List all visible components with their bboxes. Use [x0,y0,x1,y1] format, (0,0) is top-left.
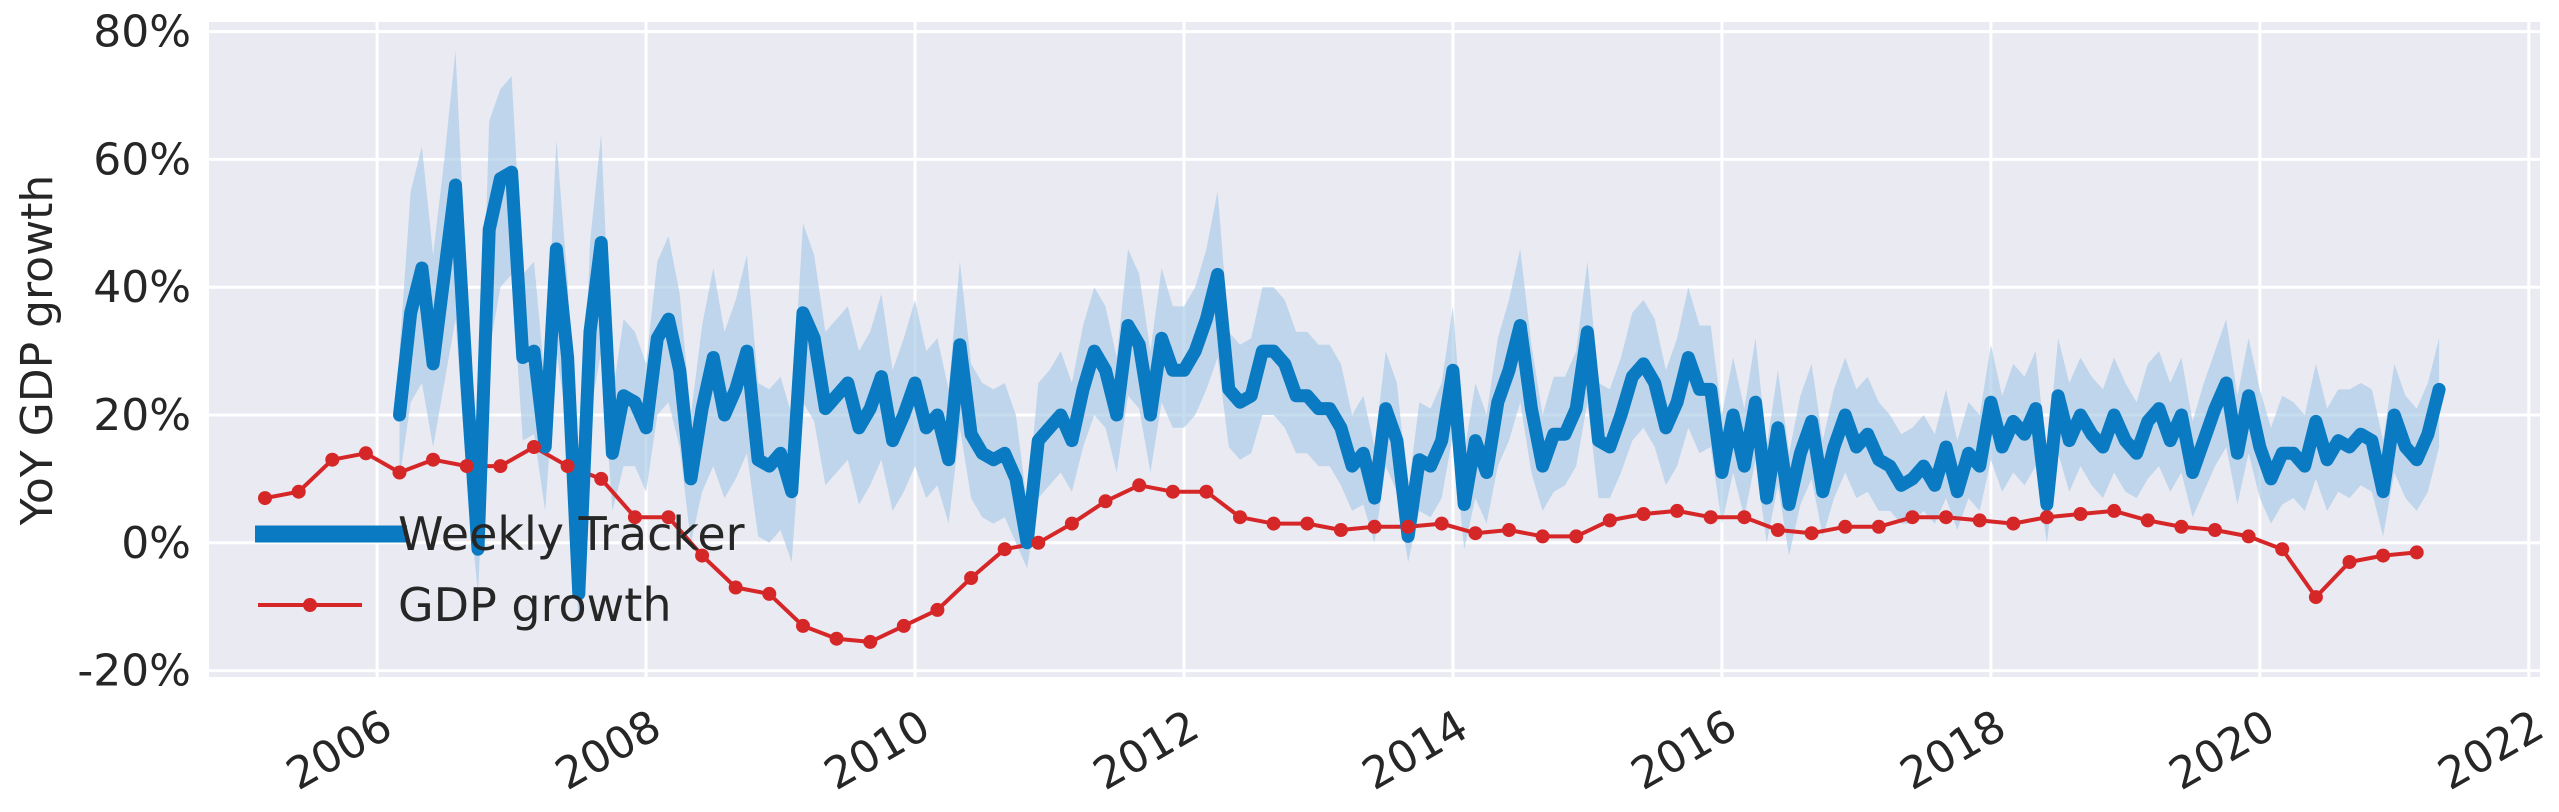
x-tick-label: 2014 [1354,700,1476,800]
gdp-growth-point [1266,516,1281,531]
gdp-growth-point [1132,478,1147,493]
gdp-growth-point [1871,519,1886,534]
gdp-growth-point [796,618,810,633]
y-tick-label: -20% [77,646,191,697]
gdp-growth-point [1300,516,1315,531]
gdp-growth-point [1434,516,1449,531]
y-tick-labels: -20% 0% 20% 40% 60% 80% [77,7,191,697]
x-tick-label: 2008 [547,700,669,800]
gdp-growth-point [863,634,878,649]
gdp-growth-point [2342,555,2357,569]
y-tick-label: 0% [121,518,191,569]
gdp-growth-point [896,618,911,633]
gdp-growth-point [459,459,474,474]
x-tick-label: 2016 [1623,700,1745,800]
x-tick-labels: 2006 2008 2010 2012 2014 2016 2018 2020 2022 [278,700,2552,800]
gdp-growth-point [1670,503,1685,518]
gdp-growth-point [1804,526,1819,541]
x-tick-label: 2010 [816,700,938,800]
gdp-growth-point [392,465,407,480]
gdp-growth-point [1905,510,1920,525]
gdp-growth-point [258,491,272,506]
x-tick-label: 2018 [1892,700,2014,800]
gdp-growth-point [560,459,575,474]
gdp-growth-point [1333,523,1348,537]
gdp-growth-point [493,459,508,474]
gdp-growth-point [2174,519,2189,534]
legend-gdp-marker [303,598,317,612]
gdp-growth-point [695,548,710,563]
y-tick-label: 60% [93,134,191,185]
gdp-growth-point [594,471,609,486]
gdp-growth-point [728,580,743,595]
gdp-growth-point [1064,516,1079,531]
x-tick-label: 2020 [2161,700,2283,800]
gdp-growth-point [1703,510,1718,525]
gdp-growth-point [1233,510,1247,525]
gdp-growth-point [1199,484,1214,499]
gdp-growth-point [2208,523,2222,537]
gdp-growth-point [291,484,306,499]
gdp-growth-point [1770,523,1785,537]
gdp-growth-point [1972,513,1987,528]
gdp-markers [258,440,2424,649]
gdp-growth-point [325,452,340,467]
gdp-growth-point [1569,529,1584,544]
gdp-growth-point [1737,510,1752,525]
gdp-growth-point [2006,516,2021,531]
y-axis-label: YoY GDP growth [12,175,63,526]
gdp-growth-point [1838,519,1853,534]
gdp-growth-point [1939,510,1953,525]
gdp-growth-point [2039,510,2054,525]
gdp-growth-point [627,510,642,525]
gdp-growth-point [1098,494,1113,509]
gdp-growth-point [1367,519,1382,534]
gdp-growth-point [2376,548,2391,563]
gdp-growth-point [1535,529,1550,544]
gdp-growth-point [2107,503,2122,518]
gdp-growth-point [2073,507,2088,521]
legend-tracker-label: Weekly Tracker [398,507,745,561]
gdp-growth-point [1602,513,1617,528]
y-tick-label: 40% [93,262,191,313]
x-tick-label: 2022 [2430,700,2552,800]
y-tick-label: 80% [93,7,191,58]
x-tick-label: 2006 [278,700,400,800]
gdp-growth-point [1636,507,1651,521]
gdp-growth-point [930,602,945,617]
gdp-growth-point [2409,545,2424,560]
gdp-growth-point [829,631,844,646]
x-tick-label: 2012 [1085,700,1207,800]
gdp-growth-point [2140,513,2155,528]
legend-gdp-label: GDP growth [398,578,671,632]
gdp-growth-point [762,586,777,601]
gdp-growth-point [1502,523,1516,537]
legend: Weekly Tracker GDP growth [255,507,745,632]
gdp-growth-point [1031,535,1046,550]
gdp-growth-point [1468,526,1483,541]
gdp-growth-point [661,510,676,525]
gdp-growth-point [2241,529,2256,544]
gdp-growth-point [964,571,979,585]
gdp-growth-point [2308,590,2323,605]
gdp-growth-point [426,452,441,467]
grid-lines [209,22,2540,677]
y-tick-label: 20% [93,390,191,441]
gdp-growth-point [527,440,541,454]
weekly-tracker-line [393,165,2446,601]
gdp-growth-point [1401,519,1416,534]
gdp-growth-point [358,446,373,461]
gdp-growth-point [2275,542,2290,557]
gdp-growth-point [1165,484,1180,499]
gdp-growth-point [997,542,1012,557]
